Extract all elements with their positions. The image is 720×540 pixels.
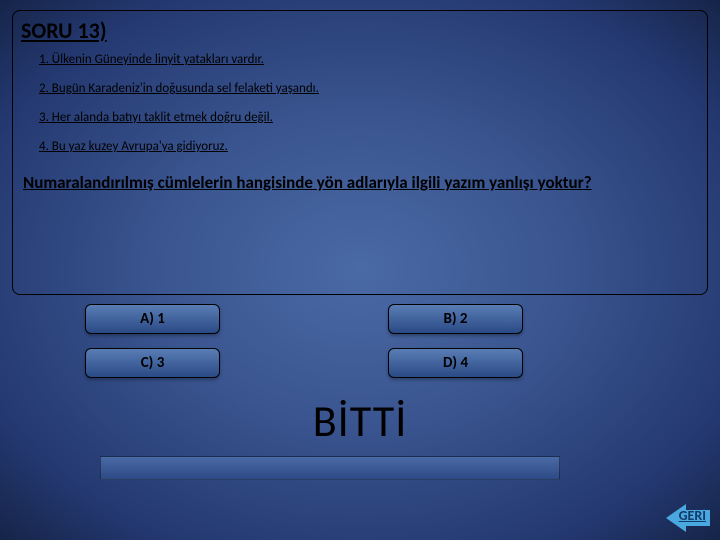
back-label[interactable]: GERİ bbox=[679, 507, 706, 524]
option-c-button[interactable]: C) 3 bbox=[85, 348, 220, 378]
statement-1: 1. Ülkenin Güneyinde linyit yatakları va… bbox=[39, 52, 687, 67]
option-a-button[interactable]: A) 1 bbox=[85, 304, 220, 334]
statement-list: 1. Ülkenin Güneyinde linyit yatakları va… bbox=[13, 48, 707, 170]
question-panel: SORU 13) 1. Ülkenin Güneyinde linyit yat… bbox=[12, 10, 708, 295]
option-b-button[interactable]: B) 2 bbox=[388, 304, 523, 334]
statement-2: 2. Bugün Karadeniz'in doğusunda sel fela… bbox=[39, 81, 687, 96]
statement-3: 3. Her alanda batıyı taklit etmek doğru … bbox=[39, 110, 687, 125]
options-area: A) 1 B) 2 C) 3 D) 4 bbox=[0, 304, 720, 392]
progress-bar bbox=[100, 456, 560, 480]
option-d-button[interactable]: D) 4 bbox=[388, 348, 523, 378]
statement-4: 4. Bu yaz kuzey Avrupa'ya gidiyoruz. bbox=[39, 139, 687, 154]
question-title: SORU 13) bbox=[13, 11, 707, 48]
status-text: BİTTİ bbox=[0, 394, 720, 448]
question-prompt: Numaralandırılmış cümlelerin hangisinde … bbox=[13, 170, 707, 201]
option-row-2: C) 3 D) 4 bbox=[0, 348, 720, 378]
option-row-1: A) 1 B) 2 bbox=[0, 304, 720, 334]
